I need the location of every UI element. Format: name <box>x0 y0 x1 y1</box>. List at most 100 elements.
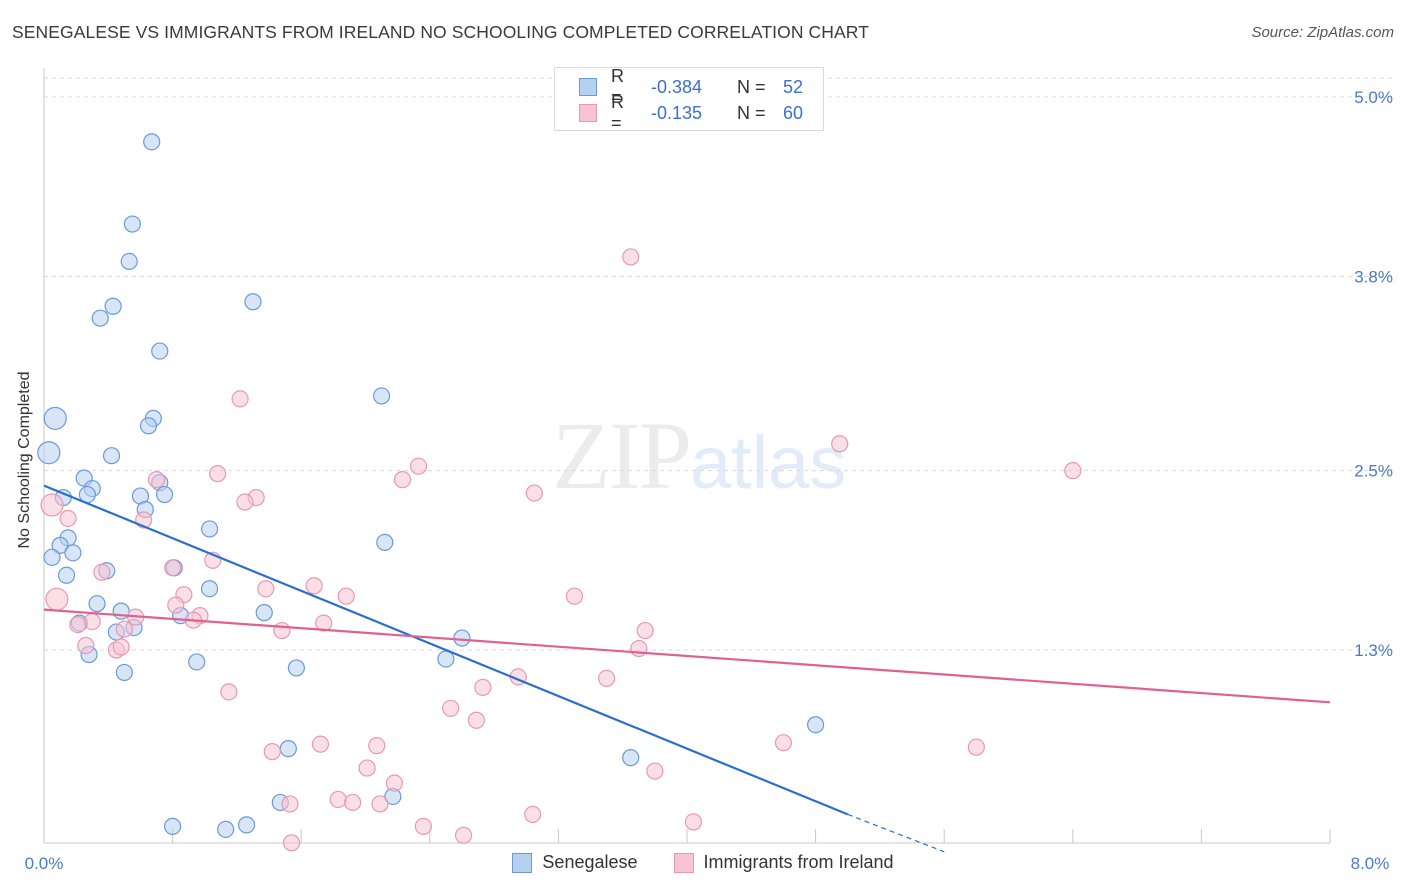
senegalese-point <box>279 740 297 758</box>
ireland-point <box>454 826 473 844</box>
ireland-point <box>147 471 166 489</box>
ireland-point <box>167 596 185 614</box>
senegalese-point <box>255 604 273 622</box>
n-value: 52 <box>783 76 804 97</box>
ireland-point <box>112 638 130 656</box>
ireland-point <box>311 735 330 753</box>
senegalese-point <box>217 820 235 838</box>
legend-label: Senegalese <box>542 852 638 872</box>
ireland-point <box>115 620 133 638</box>
ireland-point <box>45 587 69 611</box>
ireland-point <box>69 615 87 634</box>
senegalese-point <box>57 566 76 584</box>
senegalese-point <box>64 544 82 562</box>
legend-row-senegalese: R = -0.384 N = 52 <box>579 66 804 107</box>
ireland-point <box>263 743 281 761</box>
ireland-point <box>164 559 182 577</box>
y-tick-label: 5.0% <box>1354 88 1393 107</box>
senegalese-point <box>376 533 394 551</box>
ireland-point <box>831 435 849 453</box>
ireland-point <box>967 738 985 756</box>
y-tick-label: 1.3% <box>1354 641 1393 660</box>
series-legend: Senegalese Immigrants from Ireland <box>0 852 1406 873</box>
ireland-point <box>281 795 299 813</box>
ireland-point <box>83 613 101 631</box>
ireland-point <box>337 587 355 605</box>
senegalese-point <box>51 536 69 554</box>
ireland-point <box>393 471 412 489</box>
r-value: -0.135 <box>651 102 703 123</box>
senegalese-point <box>151 342 169 360</box>
senegalese-trend-extension <box>847 813 945 853</box>
n-label: N = <box>737 102 766 123</box>
ireland-point <box>358 759 376 777</box>
ireland-point <box>409 457 428 475</box>
y-tick-label: 3.8% <box>1354 267 1393 286</box>
senegalese-point <box>112 602 130 620</box>
ireland-point <box>236 493 254 511</box>
ireland-point <box>59 509 77 528</box>
ireland-swatch <box>579 104 597 122</box>
y-tick-label: 2.5% <box>1354 462 1393 481</box>
ireland-point <box>414 817 432 835</box>
legend-row-ireland: R = -0.135 N = 60 <box>579 92 804 133</box>
ireland-point <box>525 484 543 502</box>
ireland-point <box>636 621 654 640</box>
legend-item-senegalese: Senegalese <box>512 852 638 873</box>
senegalese-point <box>155 485 174 504</box>
senegalese-point <box>91 309 109 327</box>
senegalese-point <box>120 252 138 271</box>
ireland-point <box>524 805 542 824</box>
ireland-point <box>368 737 386 755</box>
ireland-point <box>231 390 249 408</box>
watermark-zip: ZIP <box>552 402 692 509</box>
watermark-atlas: atlas <box>690 421 847 504</box>
ireland-point <box>315 614 333 632</box>
ireland-point <box>565 587 584 605</box>
senegalese-point <box>200 520 219 538</box>
ireland-point <box>622 248 640 266</box>
ireland-point <box>1064 462 1082 480</box>
senegalese-legend-swatch <box>512 852 533 873</box>
ireland-point <box>209 465 227 483</box>
x-tick-label: 0.0% <box>25 854 64 873</box>
chart-title: SENEGALESE VS IMMIGRANTS FROM IRELAND NO… <box>12 22 870 42</box>
senegalese-point <box>237 816 256 834</box>
senegalese-trend-line <box>43 484 849 816</box>
ireland-point <box>77 636 95 655</box>
senegalese-point <box>372 387 391 405</box>
senegalese-point <box>102 447 121 465</box>
senegalese-point <box>143 133 161 151</box>
n-value: 60 <box>783 102 804 123</box>
ireland-point <box>630 639 648 658</box>
ireland-legend-swatch <box>673 852 694 873</box>
ireland-point <box>774 734 793 752</box>
ireland-point <box>385 774 404 792</box>
ireland-point <box>305 577 323 595</box>
source-label: Source: ZipAtlas.com <box>1251 24 1394 41</box>
senegalese-point <box>200 580 219 598</box>
y-axis-label: No Schooling Completed <box>16 371 33 549</box>
senegalese-swatch <box>579 78 597 96</box>
senegalese-point <box>622 749 640 767</box>
senegalese-point <box>115 663 133 682</box>
ireland-point <box>273 621 291 640</box>
senegalese-point <box>287 659 305 677</box>
watermark-logo: ZIPatlas <box>552 400 846 511</box>
ireland-point <box>220 683 238 701</box>
ireland-point <box>646 762 664 780</box>
senegalese-point <box>37 441 61 465</box>
senegalese-point <box>806 716 825 734</box>
ireland-point <box>257 580 275 598</box>
r-label: R = <box>611 92 624 133</box>
senegalese-point <box>453 629 471 647</box>
ireland-point <box>684 813 703 831</box>
senegalese-point <box>188 653 206 671</box>
r-value: -0.384 <box>651 76 703 97</box>
senegalese-point <box>164 817 182 835</box>
legend-label: Immigrants from Ireland <box>703 852 894 872</box>
n-label: N = <box>737 76 766 97</box>
ireland-point <box>282 834 301 852</box>
senegalese-point <box>139 417 158 435</box>
